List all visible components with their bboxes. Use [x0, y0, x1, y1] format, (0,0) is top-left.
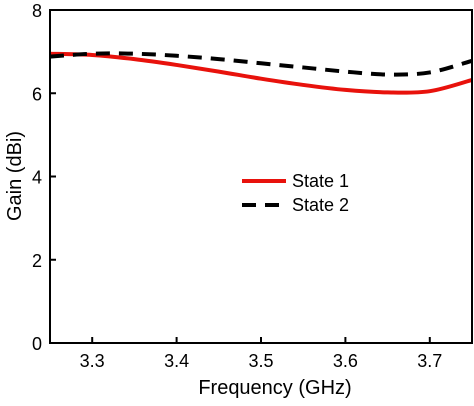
legend-label: State 2 [292, 195, 349, 215]
y-tick-label: 2 [32, 251, 42, 271]
x-tick-label: 3.3 [80, 351, 105, 371]
legend-label: State 1 [292, 171, 349, 191]
series-line-state-1 [49, 51, 473, 95]
series-line-state-2 [49, 51, 473, 77]
legend: State 1 State 2 [242, 171, 349, 215]
axes: 3.3 3.4 3.5 3.6 3.7 0 2 4 6 8 [32, 1, 473, 371]
x-axis-label: Frequency (GHz) [198, 377, 351, 399]
y-tick-label: 4 [32, 168, 42, 188]
y-tick-label: 8 [32, 1, 42, 21]
plot-frame [49, 9, 473, 344]
y-tick-label: 6 [32, 84, 42, 104]
x-tick-label: 3.6 [333, 351, 358, 371]
y-axis-label: Gain (dBi) [4, 131, 26, 221]
x-tick-label: 3.5 [248, 351, 273, 371]
plot-area [49, 51, 473, 95]
x-tick-label: 3.4 [164, 351, 189, 371]
y-tick-label: 0 [32, 334, 42, 354]
x-tick-label: 3.7 [417, 351, 442, 371]
